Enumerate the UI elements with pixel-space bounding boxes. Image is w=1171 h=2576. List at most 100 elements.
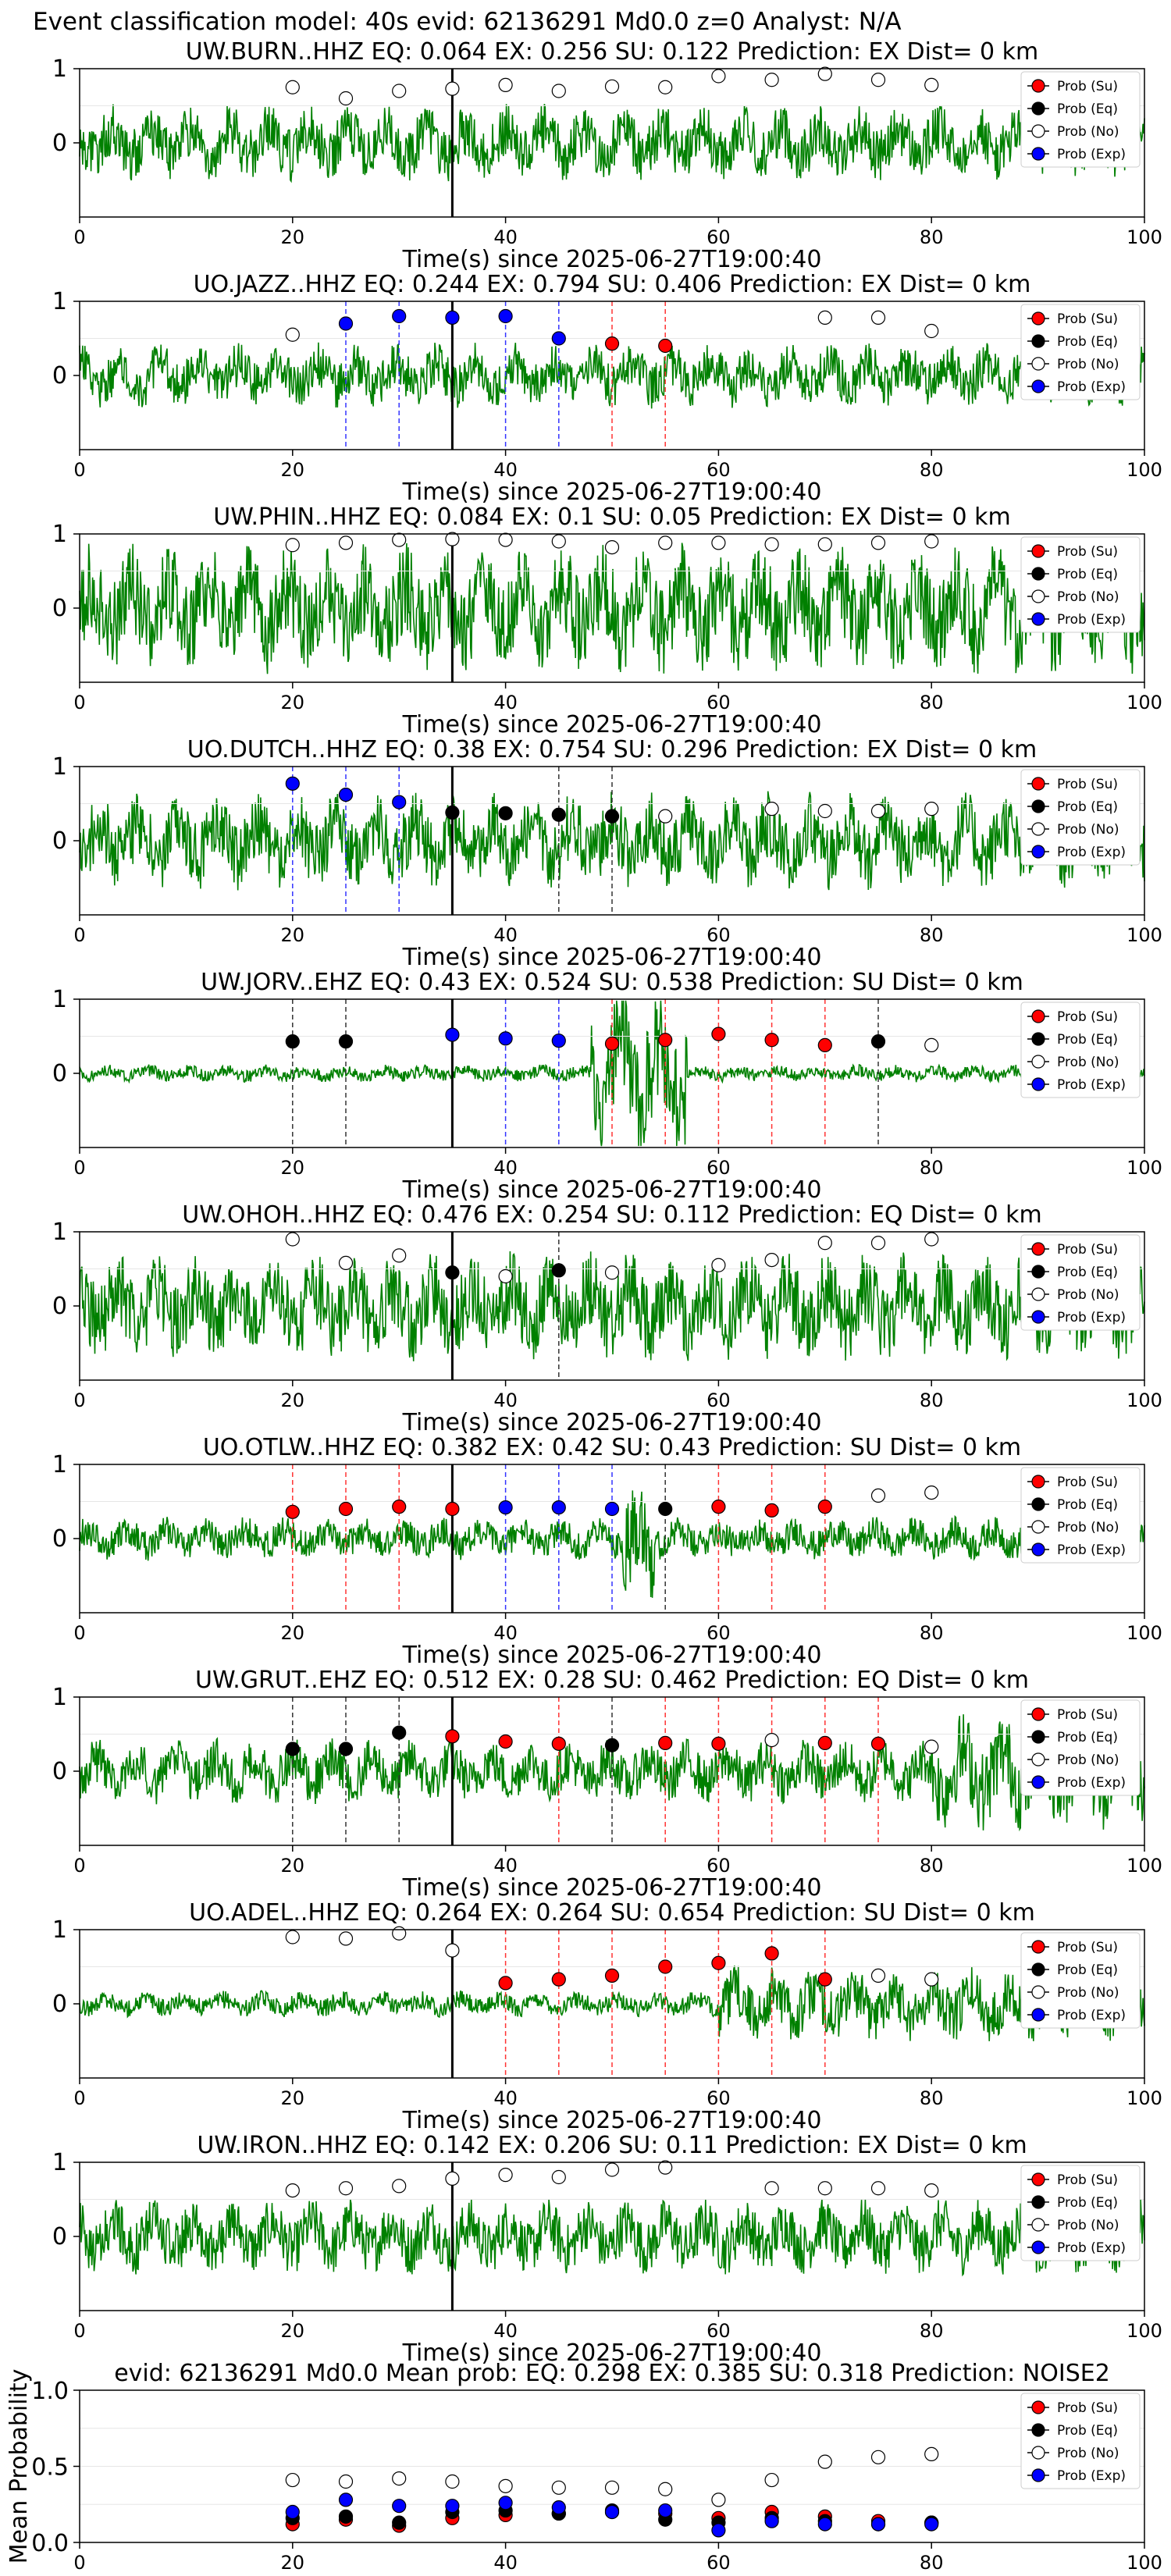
legend-label-su: Prob (Su): [1057, 1009, 1118, 1025]
chart-panel: UO.JAZZ..HHZ EQ: 0.244 EX: 0.794 SU: 0.4…: [52, 271, 1162, 506]
prob-point-eq: [604, 809, 620, 824]
mean-point-no: [924, 2446, 939, 2461]
y-tick-label: 0: [52, 1293, 67, 1320]
prob-point-no: [551, 2169, 566, 2185]
mean-point-no: [392, 2471, 407, 2486]
waveform-trace: [79, 2197, 1145, 2277]
x-tick-label: 80: [920, 692, 944, 713]
y-tick-label: 1: [52, 55, 67, 83]
mean-point-no: [658, 2482, 673, 2496]
legend-marker-no: [1031, 1752, 1045, 1767]
prob-point-no: [551, 84, 566, 98]
legend-marker-exp: [1031, 2008, 1045, 2022]
x-tick-label: 40: [493, 924, 518, 946]
prob-point-no: [924, 1485, 939, 1500]
legend-box: [1020, 1932, 1141, 2029]
x-tick-label: 20: [281, 1389, 305, 1411]
prob-point-exp: [551, 1500, 566, 1515]
x-tick-label: 40: [493, 2320, 518, 2342]
prob-point-no: [870, 310, 886, 325]
prob-point-no: [924, 1232, 939, 1247]
prob-point-su: [338, 1501, 354, 1517]
x-tick-label: 100: [1127, 1157, 1162, 1179]
chart-panel: UW.PHIN..HHZ EQ: 0.084 EX: 0.1 SU: 0.05 …: [52, 503, 1162, 738]
x-tick-label: 20: [281, 2552, 305, 2574]
prob-point-eq: [604, 1738, 620, 1752]
legend-marker-su: [1031, 1242, 1045, 1256]
prob-point-no: [817, 537, 832, 552]
x-tick-label: 0: [73, 1157, 85, 1179]
legend-label-exp: Prob (Exp): [1057, 612, 1126, 628]
legend-label-no: Prob (No): [1057, 822, 1119, 838]
prob-point-exp: [338, 316, 354, 331]
legend-marker-eq: [1031, 101, 1045, 116]
mean-point-exp: [604, 2504, 620, 2520]
mean-point-exp: [764, 2514, 779, 2528]
mean-point-exp: [338, 2492, 354, 2507]
x-tick-label: 60: [707, 1855, 731, 1877]
prob-point-no: [924, 77, 939, 93]
prob-point-su: [604, 336, 620, 351]
prob-point-su: [445, 1501, 460, 1517]
prob-point-su: [498, 1976, 513, 1991]
legend-marker-no: [1031, 822, 1045, 836]
x-tick-label: 0: [73, 692, 85, 713]
panel-title: UW.BURN..HHZ EQ: 0.064 EX: 0.256 SU: 0.1…: [186, 38, 1039, 66]
y-tick-label: 0: [52, 2223, 67, 2250]
prob-point-su: [445, 1729, 460, 1744]
prob-point-su: [817, 1735, 832, 1750]
x-tick-label: 100: [1127, 459, 1162, 481]
panel-title: UO.OTLW..HHZ EQ: 0.382 EX: 0.42 SU: 0.43…: [203, 1434, 1021, 1461]
prob-point-no: [870, 73, 886, 87]
legend-label-exp: Prob (Exp): [1057, 379, 1126, 395]
x-tick-label: 80: [920, 1622, 944, 1644]
legend-marker-eq: [1031, 1962, 1045, 1976]
prob-point-no: [764, 537, 779, 552]
y-tick-label: 1: [52, 986, 67, 1013]
mean-point-eq: [392, 2515, 407, 2530]
legend-marker-eq: [1031, 334, 1045, 348]
prob-point-no: [924, 802, 939, 817]
prob-point-exp: [498, 1500, 513, 1515]
prob-point-eq: [445, 805, 460, 820]
x-tick-label: 20: [281, 1157, 305, 1179]
prob-point-no: [817, 1236, 832, 1251]
prob-point-no: [817, 310, 832, 325]
prob-point-su: [764, 1033, 779, 1048]
axes-frame: [79, 998, 1145, 1148]
prob-point-no: [711, 69, 726, 84]
x-tick-label: 80: [920, 1855, 944, 1877]
x-tick-label: 60: [707, 2087, 731, 2109]
x-tick-label: 60: [707, 1157, 731, 1179]
prob-point-no: [498, 532, 513, 547]
prob-point-eq: [338, 1034, 354, 1049]
legend-label-exp: Prob (Exp): [1057, 2008, 1126, 2023]
waveform-trace: [79, 1490, 1145, 1598]
mean-point-exp: [285, 2504, 300, 2520]
waveform-trace: [79, 791, 1145, 891]
figure-title: Event classification model: 40s evid: 62…: [33, 8, 902, 36]
x-tick-label: 0: [73, 2087, 85, 2109]
legend-box: [1020, 304, 1141, 400]
legend-marker-su: [1031, 1475, 1045, 1489]
prob-point-eq: [445, 1265, 460, 1280]
prob-point-no: [285, 538, 300, 553]
legend-marker-su: [1031, 79, 1045, 93]
legend-box: [1020, 1002, 1141, 1098]
prob-point-eq: [338, 1742, 354, 1756]
x-tick-label: 100: [1127, 2320, 1162, 2342]
legend-label-eq: Prob (Eq): [1057, 101, 1118, 117]
prob-point-no: [658, 2160, 673, 2175]
x-tick-label: 0: [73, 2320, 85, 2342]
mean-point-no: [498, 2478, 513, 2493]
legend-label-no: Prob (No): [1057, 1055, 1119, 1070]
axes-frame: [79, 1464, 1145, 1614]
chart-panel: UW.IRON..HHZ EQ: 0.142 EX: 0.206 SU: 0.1…: [52, 2132, 1162, 2367]
legend-label-su: Prob (Su): [1057, 1940, 1118, 1955]
prob-point-no: [924, 1972, 939, 1987]
prob-point-no: [764, 1252, 779, 1268]
x-tick-label: 80: [920, 1389, 944, 1411]
legend-marker-eq: [1031, 799, 1045, 813]
legend-label-eq: Prob (Eq): [1057, 799, 1118, 815]
legend-marker-no: [1031, 1055, 1045, 1069]
